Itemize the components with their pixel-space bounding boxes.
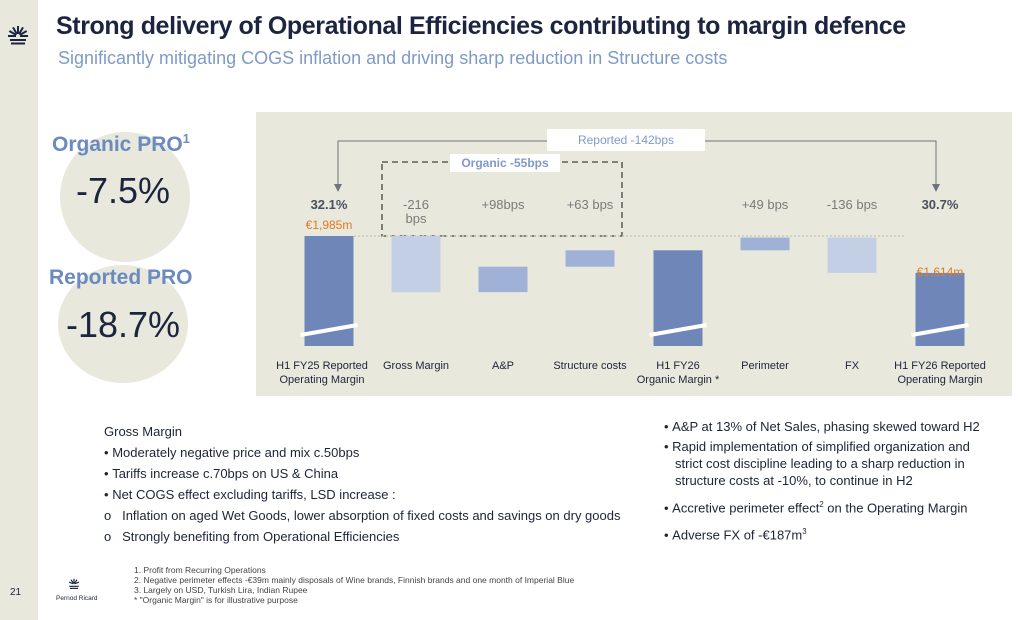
- gross-margin-notes: Gross Margin • Moderately negative price…: [104, 421, 620, 547]
- bar-delta-3: [565, 250, 615, 267]
- axis-break-organic: [649, 323, 707, 337]
- gm-bullet-2: • Tariffs increase c.70bps on US & China: [104, 466, 339, 481]
- footnotes: 1. Profit from Recurring Operations 2. N…: [134, 565, 574, 605]
- category-label-0-line-2: Operating Margin: [280, 374, 365, 386]
- reported-pro-value: -18.7%: [66, 304, 181, 345]
- category-label-5: Perimeter: [741, 360, 789, 372]
- bar-delta-6: [827, 237, 877, 273]
- brand-star-icon: [68, 578, 80, 589]
- left-sidebar-band: [0, 0, 38, 620]
- bar-delta-2: [478, 266, 528, 293]
- category-label-1: Gross Margin: [383, 360, 449, 372]
- page-subtitle: Significantly mitigating COGS inflation …: [58, 48, 728, 68]
- category-label-7-line-2: Operating Margin: [898, 374, 983, 386]
- structure-bullet-line-2: strict cost discipline leading to a shar…: [675, 456, 965, 471]
- value-label-1-line-1: -216: [403, 197, 429, 212]
- organic-pro-label: Organic PRO1: [52, 132, 190, 156]
- footnote-2: 2. Negative perimeter effects -€39m main…: [134, 575, 575, 585]
- category-label-7-line-1: H1 FY26 Reported: [894, 360, 986, 372]
- reported-bracket-label: Reported -142bps: [578, 133, 674, 147]
- brand-logo: Pernod Ricard: [56, 577, 98, 602]
- structure-bullet-line-3: structure costs at -10%, to continue in …: [675, 473, 913, 488]
- waterfall-chart: Reported -142bps Organic -55bps 32.1% -21…: [276, 129, 986, 386]
- amount-end: €1,614m: [917, 265, 964, 279]
- gross-margin-heading: Gross Margin: [104, 424, 183, 439]
- value-label-6: -136 bps: [827, 197, 878, 212]
- footnote-3: 3. Largely on USD, Turkish Lira, Indian …: [134, 585, 308, 595]
- bar-delta-1: [391, 236, 441, 293]
- footnote-1: 1. Profit from Recurring Operations: [134, 565, 266, 575]
- value-label-0: 32.1%: [311, 197, 348, 212]
- category-label-4-line-1: H1 FY26: [656, 360, 699, 372]
- footnote-4: * "Organic Margin" is for illustrative p…: [134, 595, 298, 605]
- gm-sub-bullet-1: o Inflation on aged Wet Goods, lower abs…: [104, 508, 621, 523]
- gm-bullet-1: • Moderately negative price and mix c.50…: [104, 445, 360, 460]
- gm-sub-bullet-2: o Strongly benefiting from Operational E…: [104, 529, 400, 544]
- reported-pro-circle: [58, 265, 188, 383]
- value-label-5: +49 bps: [742, 197, 789, 212]
- category-label-6: FX: [845, 360, 860, 372]
- structure-bullet: • Rapid implementation of simplified org…: [664, 439, 970, 454]
- page-number: 21: [10, 587, 22, 598]
- organic-pro-circle: [60, 132, 190, 262]
- page-title: Strong delivery of Operational Efficienc…: [56, 12, 906, 40]
- perimeter-bullet: • Accretive perimeter effect2 on the Ope…: [664, 500, 968, 516]
- bar-delta-5: [740, 237, 790, 251]
- category-label-3: Structure costs: [553, 360, 627, 372]
- organic-bracket-label-box: [450, 154, 560, 172]
- value-label-7: 30.7%: [922, 197, 959, 212]
- gm-bullet-3: • Net COGS effect excluding tariffs, LSD…: [104, 487, 396, 502]
- organic-bracket-label: Organic -55bps: [461, 156, 549, 170]
- value-label-1-line-2: bps: [406, 211, 427, 226]
- reported-bracket-label-box: [547, 129, 705, 151]
- axis-break-start: [300, 323, 358, 337]
- ap-bullet: • A&P at 13% of Net Sales, phasing skewe…: [664, 419, 980, 434]
- amount-start: €1,985m: [306, 218, 353, 232]
- organic-pro-value: -7.5%: [76, 170, 171, 211]
- fx-bullet: • Adverse FX of -€187m3: [664, 527, 807, 543]
- pernod-star-logo-icon: [8, 26, 28, 45]
- reported-pro-label: Reported PRO: [49, 266, 193, 289]
- category-label-2: A&P: [492, 360, 514, 372]
- value-label-3: +63 bps: [567, 197, 614, 212]
- waterfall-chart-panel: [256, 112, 1012, 396]
- category-label-0-line-1: H1 FY25 Reported: [276, 360, 368, 372]
- brand-name: Pernod Ricard: [56, 595, 98, 602]
- value-label-2: +98bps: [481, 197, 525, 212]
- axis-break-end: [911, 323, 969, 337]
- category-label-4-line-2: Organic Margin *: [637, 374, 720, 386]
- right-notes: • A&P at 13% of Net Sales, phasing skewe…: [664, 418, 1004, 544]
